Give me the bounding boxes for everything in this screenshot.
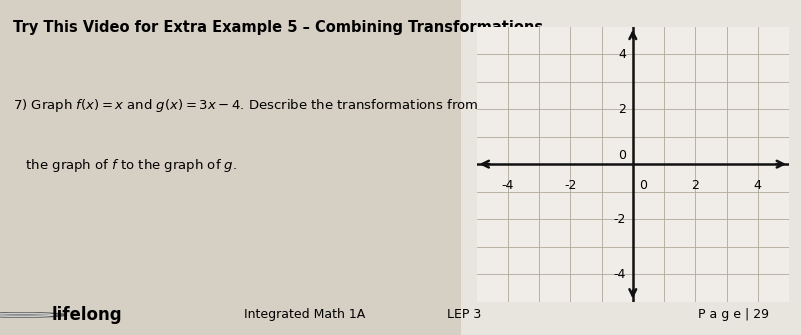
- Text: 4: 4: [618, 48, 626, 61]
- Text: Try This Video for Extra Example 5 – Combining Transformations: Try This Video for Extra Example 5 – Com…: [13, 20, 543, 35]
- Text: LEP 3: LEP 3: [448, 309, 481, 321]
- Text: -2: -2: [564, 179, 577, 192]
- Text: -4: -4: [501, 179, 514, 192]
- Text: -4: -4: [614, 268, 626, 280]
- Text: 4: 4: [754, 179, 762, 192]
- Text: the graph of $f$ to the graph of $g$.: the graph of $f$ to the graph of $g$.: [13, 157, 237, 175]
- Text: 0: 0: [618, 149, 626, 162]
- Text: Integrated Math 1A: Integrated Math 1A: [244, 309, 365, 321]
- Text: lifelong: lifelong: [52, 306, 123, 324]
- Text: 2: 2: [618, 103, 626, 116]
- Text: 2: 2: [691, 179, 699, 192]
- Circle shape: [0, 313, 66, 317]
- Text: P a g e | 29: P a g e | 29: [698, 309, 769, 321]
- Text: 0: 0: [639, 179, 647, 192]
- Text: 7) Graph $f(x) = x$ and $g(x) = 3x - 4$. Describe the transformations from: 7) Graph $f(x) = x$ and $g(x) = 3x - 4$.…: [13, 97, 478, 114]
- Text: -2: -2: [614, 213, 626, 225]
